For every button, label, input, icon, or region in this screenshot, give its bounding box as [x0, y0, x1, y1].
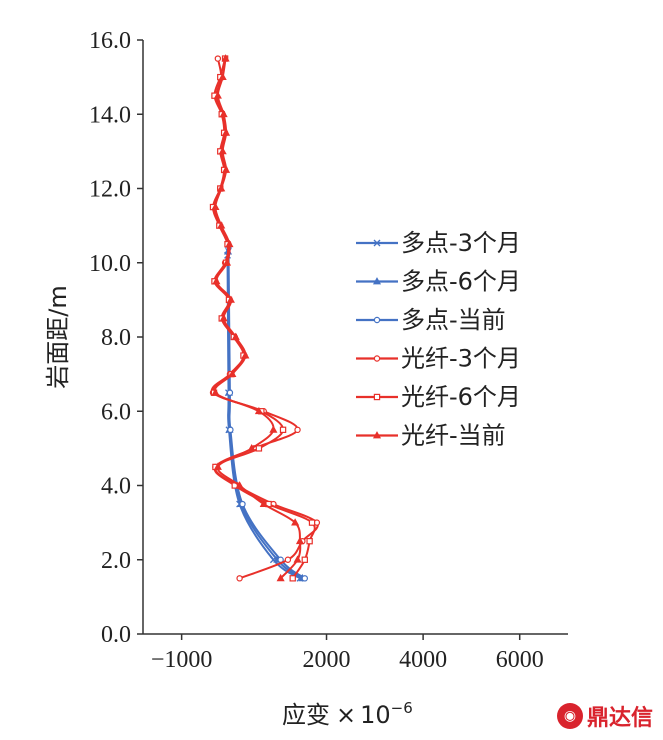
data-point — [219, 314, 228, 322]
data-point — [226, 389, 234, 396]
data-point — [217, 184, 226, 192]
data-point — [222, 258, 232, 266]
data-point — [241, 351, 250, 359]
data-point — [218, 72, 227, 81]
y-tick-label: 8.0 — [101, 325, 131, 351]
y-tick-label: 4.0 — [101, 474, 131, 500]
data-point — [279, 426, 287, 434]
data-point — [211, 202, 220, 210]
data-point — [301, 556, 308, 563]
data-point — [214, 55, 222, 62]
data-point — [308, 519, 316, 526]
data-point — [213, 462, 222, 470]
data-point — [294, 426, 301, 434]
series-layer — [209, 54, 321, 582]
legend-item: 光纤-3个月 — [356, 345, 521, 373]
y-tick-label: 2.0 — [101, 548, 131, 574]
y-tick-label: 0.0 — [101, 622, 131, 648]
data-point — [301, 575, 308, 582]
y-tick-label: 12.0 — [89, 177, 131, 203]
legend-label: 多点-当前 — [401, 306, 506, 334]
legend-label: 光纤-3个月 — [401, 345, 521, 373]
legend-label: 多点-6个月 — [401, 268, 521, 296]
data-point — [269, 425, 278, 433]
data-point — [247, 443, 256, 452]
legend-marker — [373, 316, 381, 324]
y-ticks: 0.0 2.0 4.0 6.0 8.0 10.0 12.0 14.0 16.0 — [89, 28, 143, 648]
x-tick-label: −1000 — [151, 647, 213, 673]
legend-item: 多点-3个月 — [356, 229, 521, 257]
x-tick-label: 4000 — [399, 647, 447, 673]
y-tick-label: 10.0 — [89, 251, 131, 277]
data-point — [254, 406, 263, 415]
legend-marker — [373, 355, 381, 362]
x-tick-label: 2000 — [303, 647, 351, 673]
watermark-text: 鼎达信 — [586, 706, 653, 731]
y-axis-title: 岩面距/m — [44, 285, 72, 388]
data-point — [259, 499, 268, 507]
data-point — [231, 332, 240, 340]
data-point — [291, 518, 300, 526]
x-axis-title-main: 应变 — [282, 701, 330, 729]
data-point — [255, 445, 263, 452]
x-axis-title-times: × — [336, 701, 356, 729]
data-point — [276, 573, 285, 582]
data-point — [222, 165, 231, 173]
legend-marker — [372, 277, 382, 285]
data-point — [226, 295, 235, 303]
legend-label: 光纤-当前 — [401, 422, 506, 450]
data-point — [219, 109, 228, 118]
legend-label: 多点-3个月 — [401, 229, 521, 257]
data-point — [284, 556, 292, 563]
x-axis-title: 应变 × 10−6 — [282, 699, 413, 729]
data-point — [212, 276, 221, 285]
data-point — [213, 91, 222, 99]
x-axis-title-base: 10 — [360, 701, 391, 729]
x-ticks: −1000 2000 4000 6000 — [151, 634, 544, 673]
legend-label: 光纤-6个月 — [401, 383, 521, 411]
legend-marker — [373, 239, 381, 247]
y-tick-label: 16.0 — [89, 28, 131, 54]
watermark: ◉ 鼎达信 — [556, 700, 653, 732]
legend-marker — [373, 393, 381, 401]
data-point — [228, 369, 237, 378]
legend-item: 多点-6个月 — [356, 268, 521, 296]
legend-item: 光纤-6个月 — [356, 383, 521, 411]
legend-item: 多点-当前 — [356, 306, 506, 334]
data-point — [235, 481, 244, 489]
y-tick-label: 14.0 — [89, 102, 131, 128]
data-point — [293, 555, 302, 563]
watermark-logo-icon: ◉ — [556, 703, 583, 729]
data-point — [295, 536, 305, 545]
data-point — [239, 500, 246, 508]
y-tick-label: 6.0 — [101, 399, 131, 425]
data-point — [236, 575, 243, 582]
x-tick-label: 6000 — [496, 647, 544, 673]
series-line — [226, 255, 301, 580]
data-point — [306, 537, 313, 545]
data-point — [217, 221, 226, 229]
data-point — [289, 575, 296, 582]
axes — [142, 40, 568, 635]
series-6 — [211, 54, 305, 582]
legend-item: 光纤-当前 — [356, 422, 506, 450]
data-point — [222, 128, 231, 136]
data-point — [225, 239, 234, 248]
series-1 — [224, 251, 304, 582]
x-axis-title-exp: −6 — [391, 699, 413, 717]
data-point — [218, 146, 227, 155]
data-point — [221, 54, 230, 62]
data-point — [227, 426, 234, 434]
legend-marker — [372, 431, 382, 439]
data-point — [211, 388, 220, 396]
